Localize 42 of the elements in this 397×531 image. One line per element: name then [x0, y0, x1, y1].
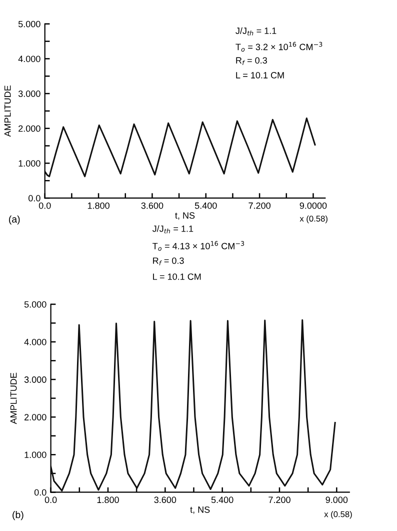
y-tick-label: 4.000 [24, 338, 46, 346]
y-tick-label: 0.0 [28, 195, 40, 202]
y-tick-label: 4.000 [18, 56, 40, 62]
text: L = 10.1 CM [153, 273, 201, 280]
y-tick-label: 1.000 [18, 160, 40, 167]
text: T$_{o}$ = 4.13 × 10$^{16}$ CM$^{−3}$ [152, 241, 244, 251]
annotation: R$_{f}$ = 0.3 [236, 57, 267, 65]
x-tick-label: 1.800 [88, 202, 110, 209]
line-series [44, 118, 316, 178]
x-tick-label: 7.200 [268, 496, 290, 504]
x-tick-label: 3.600 [154, 496, 176, 504]
x-tick-label: 9.0000 [300, 202, 327, 209]
annotation: J/J$_{th}$ = 1.1 [236, 27, 276, 36]
x-tick-label: 1.800 [97, 496, 119, 504]
text: R$_{f}$ = 0.3 [153, 257, 184, 266]
x-tick-label: 5.400 [211, 496, 234, 504]
y-tick-label: 2.000 [24, 414, 46, 420]
x-tick-label: 0.0 [38, 202, 51, 209]
y-tick-label: 3.000 [24, 376, 46, 383]
text: J/J$_{th}$ = 1.1 [152, 225, 194, 234]
y-axis-title: AMPLITUDE [4, 86, 11, 137]
y-tick-label: 5.000 [24, 301, 46, 308]
y-tick-label: 0.0 [34, 489, 46, 496]
text: (a) [9, 215, 20, 225]
x-tick-label: 3.600 [141, 202, 164, 209]
annotation: T$_{o}$ = 3.2 × 10$^{16}$ CM$^{−3}$ [236, 42, 322, 52]
x-axis-title: t, NS [175, 212, 195, 220]
y-tick-label: 1.000 [24, 452, 46, 458]
x-tick-label: 0.0 [44, 496, 57, 504]
x-axis-title: t, NS [190, 506, 210, 514]
y-tick-label: 3.000 [18, 90, 40, 97]
y-axis-title: AMPLITUDE [10, 372, 17, 424]
y-tick-label: 2.000 [18, 125, 40, 132]
x-tick-label: 9.000 [326, 496, 348, 504]
text: (b) [12, 511, 24, 520]
line-series [50, 319, 336, 492]
text: x (0.58) [300, 215, 328, 224]
annotation: L = 10.1 CM [236, 72, 284, 78]
text: x (0.58) [324, 511, 352, 519]
x-tick-label: 5.400 [194, 202, 217, 209]
x-tick-label: 7.200 [248, 202, 270, 209]
y-tick-label: 5.000 [18, 20, 40, 28]
